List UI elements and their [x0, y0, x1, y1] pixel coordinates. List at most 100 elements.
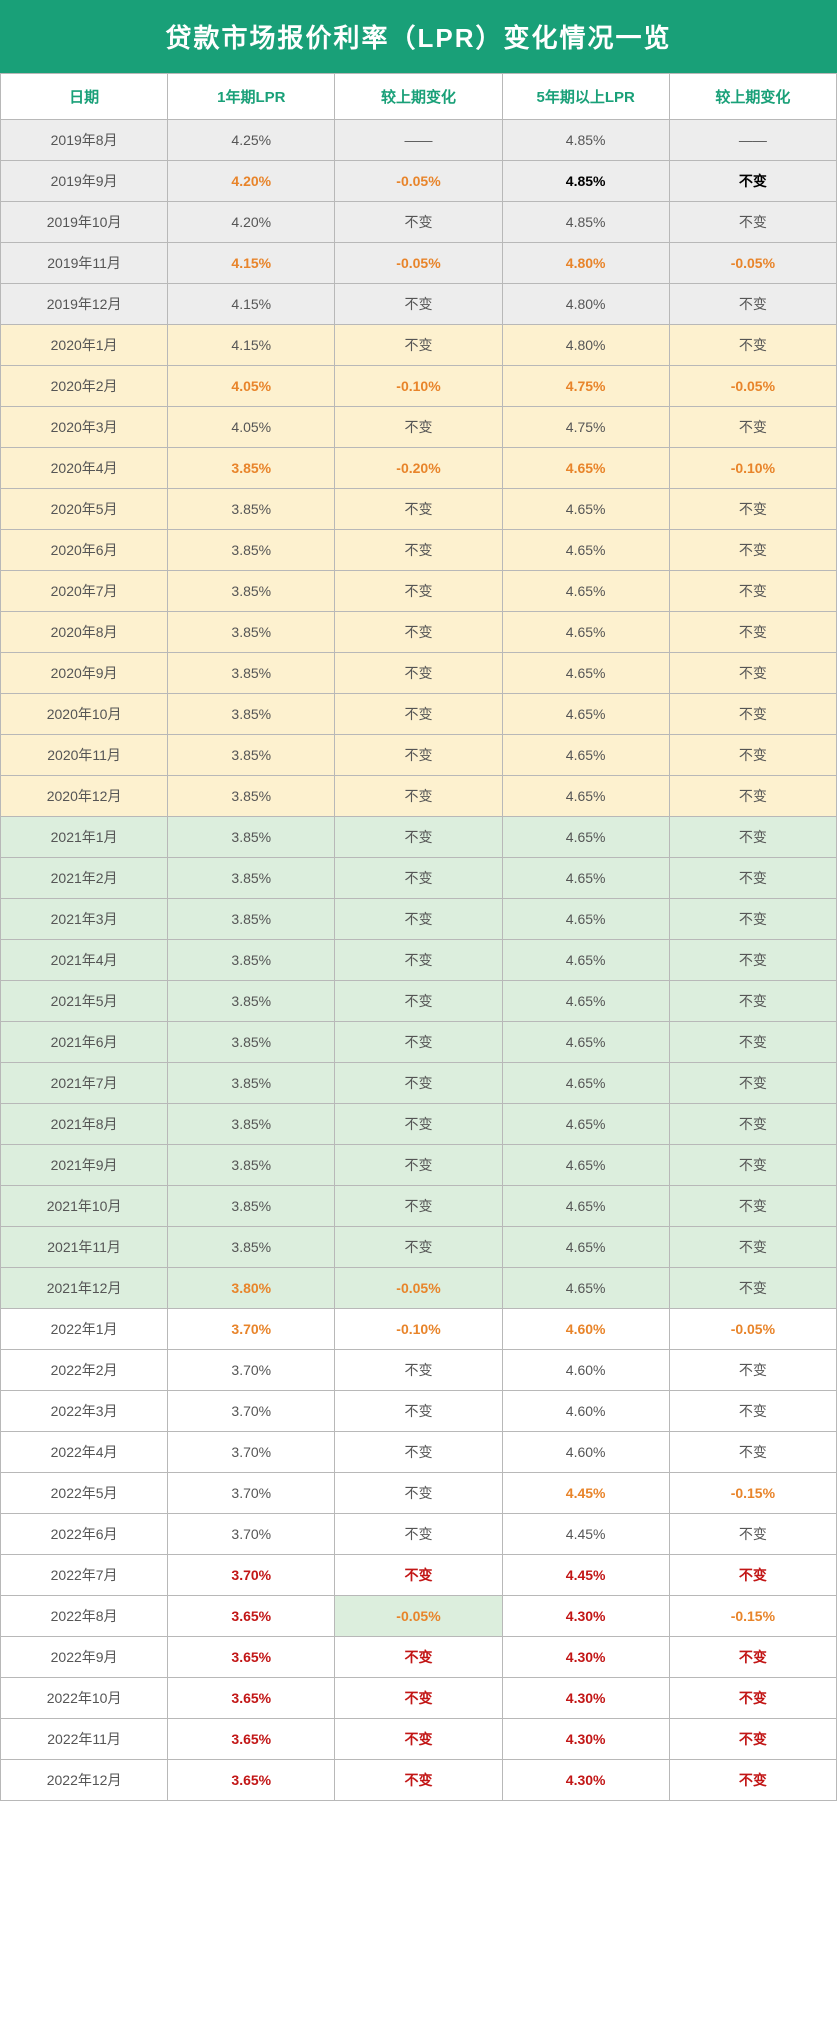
cell-1y-chg: —— [335, 120, 502, 161]
cell-1y-lpr: 3.70% [168, 1350, 335, 1391]
lpr-table: 日期 1年期LPR 较上期变化 5年期以上LPR 较上期变化 2019年8月4.… [0, 73, 837, 1801]
cell-5y-lpr: 4.30% [502, 1760, 669, 1801]
table-row: 2021年1月3.85%不变4.65%不变 [1, 817, 837, 858]
cell-5y-lpr: 4.65% [502, 489, 669, 530]
cell-5y-chg: 不变 [669, 776, 836, 817]
cell-1y-lpr: 3.70% [168, 1309, 335, 1350]
cell-1y-lpr: 3.70% [168, 1555, 335, 1596]
cell-date: 2021年4月 [1, 940, 168, 981]
cell-1y-lpr: 4.20% [168, 202, 335, 243]
cell-date: 2019年10月 [1, 202, 168, 243]
cell-1y-lpr: 4.05% [168, 407, 335, 448]
cell-5y-lpr: 4.65% [502, 1145, 669, 1186]
table-row: 2021年6月3.85%不变4.65%不变 [1, 1022, 837, 1063]
cell-date: 2020年7月 [1, 571, 168, 612]
cell-1y-chg: -0.10% [335, 366, 502, 407]
cell-date: 2019年11月 [1, 243, 168, 284]
cell-date: 2021年1月 [1, 817, 168, 858]
table-row: 2019年9月4.20%-0.05%4.85%不变 [1, 161, 837, 202]
col-1y-lpr: 1年期LPR [168, 74, 335, 120]
cell-1y-chg: 不变 [335, 940, 502, 981]
cell-1y-chg: 不变 [335, 1350, 502, 1391]
cell-1y-chg: 不变 [335, 1227, 502, 1268]
cell-5y-chg: 不变 [669, 1514, 836, 1555]
cell-1y-chg: 不变 [335, 1514, 502, 1555]
cell-date: 2021年6月 [1, 1022, 168, 1063]
cell-5y-chg: 不变 [669, 858, 836, 899]
table-row: 2022年11月3.65%不变4.30%不变 [1, 1719, 837, 1760]
table-row: 2021年3月3.85%不变4.65%不变 [1, 899, 837, 940]
cell-5y-lpr: 4.65% [502, 694, 669, 735]
cell-5y-lpr: 4.60% [502, 1432, 669, 1473]
cell-1y-chg: 不变 [335, 776, 502, 817]
cell-1y-lpr: 4.15% [168, 284, 335, 325]
cell-date: 2022年5月 [1, 1473, 168, 1514]
cell-5y-chg: 不变 [669, 1022, 836, 1063]
cell-5y-chg: 不变 [669, 735, 836, 776]
cell-1y-chg: 不变 [335, 694, 502, 735]
cell-5y-chg: 不变 [669, 325, 836, 366]
cell-5y-chg: 不变 [669, 1145, 836, 1186]
cell-5y-lpr: 4.65% [502, 448, 669, 489]
cell-5y-lpr: 4.65% [502, 612, 669, 653]
cell-5y-chg: 不变 [669, 940, 836, 981]
cell-1y-lpr: 3.85% [168, 694, 335, 735]
cell-date: 2020年10月 [1, 694, 168, 735]
cell-date: 2021年12月 [1, 1268, 168, 1309]
table-row: 2020年11月3.85%不变4.65%不变 [1, 735, 837, 776]
cell-5y-chg: 不变 [669, 1760, 836, 1801]
cell-5y-lpr: 4.85% [502, 161, 669, 202]
cell-1y-chg: 不变 [335, 1063, 502, 1104]
cell-5y-chg: 不变 [669, 489, 836, 530]
cell-date: 2022年1月 [1, 1309, 168, 1350]
table-row: 2021年2月3.85%不变4.65%不变 [1, 858, 837, 899]
table-row: 2021年12月3.80%-0.05%4.65%不变 [1, 1268, 837, 1309]
table-row: 2021年9月3.85%不变4.65%不变 [1, 1145, 837, 1186]
cell-date: 2020年11月 [1, 735, 168, 776]
cell-1y-lpr: 3.85% [168, 858, 335, 899]
table-row: 2019年11月4.15%-0.05%4.80%-0.05% [1, 243, 837, 284]
cell-1y-lpr: 4.15% [168, 325, 335, 366]
table-row: 2021年11月3.85%不变4.65%不变 [1, 1227, 837, 1268]
cell-5y-lpr: 4.85% [502, 202, 669, 243]
cell-5y-lpr: 4.80% [502, 284, 669, 325]
cell-5y-chg: 不变 [669, 1268, 836, 1309]
table-row: 2020年7月3.85%不变4.65%不变 [1, 571, 837, 612]
cell-5y-chg: 不变 [669, 161, 836, 202]
cell-5y-chg: -0.05% [669, 243, 836, 284]
cell-1y-chg: 不变 [335, 1391, 502, 1432]
cell-5y-chg: 不变 [669, 694, 836, 735]
table-row: 2022年1月3.70%-0.10%4.60%-0.05% [1, 1309, 837, 1350]
table-header: 日期 1年期LPR 较上期变化 5年期以上LPR 较上期变化 [1, 74, 837, 120]
table-row: 2021年5月3.85%不变4.65%不变 [1, 981, 837, 1022]
table-row: 2022年9月3.65%不变4.30%不变 [1, 1637, 837, 1678]
cell-1y-lpr: 3.65% [168, 1596, 335, 1637]
cell-date: 2022年9月 [1, 1637, 168, 1678]
table-row: 2022年8月3.65%-0.05%4.30%-0.15% [1, 1596, 837, 1637]
cell-5y-lpr: 4.75% [502, 366, 669, 407]
cell-5y-chg: -0.15% [669, 1596, 836, 1637]
cell-date: 2019年9月 [1, 161, 168, 202]
cell-5y-lpr: 4.65% [502, 981, 669, 1022]
cell-1y-chg: 不变 [335, 858, 502, 899]
cell-1y-chg: 不变 [335, 1473, 502, 1514]
cell-date: 2022年6月 [1, 1514, 168, 1555]
cell-5y-lpr: 4.45% [502, 1514, 669, 1555]
cell-1y-lpr: 4.20% [168, 161, 335, 202]
table-row: 2020年1月4.15%不变4.80%不变 [1, 325, 837, 366]
cell-5y-chg: 不变 [669, 981, 836, 1022]
cell-5y-chg: 不变 [669, 1637, 836, 1678]
cell-1y-lpr: 3.85% [168, 940, 335, 981]
table-row: 2022年10月3.65%不变4.30%不变 [1, 1678, 837, 1719]
cell-date: 2022年12月 [1, 1760, 168, 1801]
cell-date: 2022年7月 [1, 1555, 168, 1596]
cell-1y-chg: -0.05% [335, 1596, 502, 1637]
cell-5y-lpr: 4.65% [502, 1186, 669, 1227]
cell-1y-chg: -0.05% [335, 1268, 502, 1309]
cell-1y-lpr: 3.85% [168, 448, 335, 489]
cell-5y-lpr: 4.60% [502, 1391, 669, 1432]
cell-5y-lpr: 4.45% [502, 1555, 669, 1596]
table-row: 2021年4月3.85%不变4.65%不变 [1, 940, 837, 981]
table-row: 2020年10月3.85%不变4.65%不变 [1, 694, 837, 735]
cell-1y-lpr: 3.70% [168, 1391, 335, 1432]
